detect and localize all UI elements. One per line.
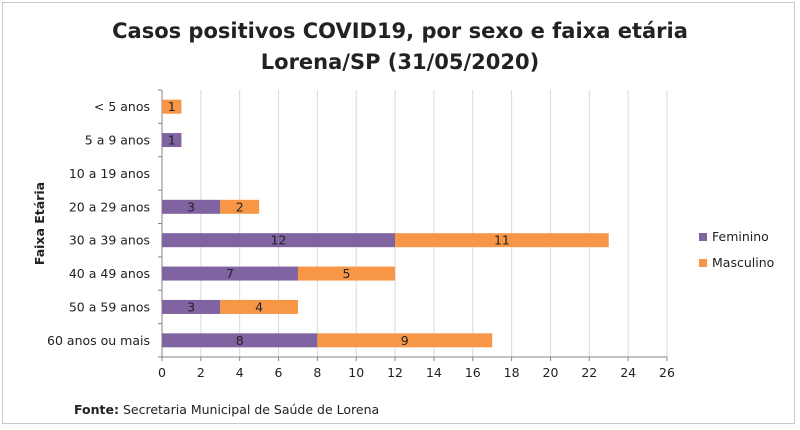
chart-subtitle: Lorena/SP (31/05/2020) xyxy=(260,50,540,74)
data-label: 11 xyxy=(494,233,510,248)
data-label: 3 xyxy=(187,199,195,214)
data-label: 12 xyxy=(271,233,287,248)
legend-label: Feminino xyxy=(712,229,769,244)
x-tick-label: 24 xyxy=(620,365,636,380)
x-tick-label: 6 xyxy=(275,365,283,380)
data-label: 9 xyxy=(401,333,409,348)
x-tick-label: 10 xyxy=(348,365,364,380)
data-label: 1 xyxy=(168,133,176,148)
y-tick-label: 5 a 9 anos xyxy=(85,133,150,148)
data-label: 7 xyxy=(226,266,234,281)
x-tick-label: 0 xyxy=(158,365,166,380)
x-tick-label: 16 xyxy=(465,365,481,380)
y-tick-label: < 5 anos xyxy=(94,99,150,114)
y-axis-title: Faixa Etária xyxy=(32,182,47,265)
bar-feminino xyxy=(162,133,182,148)
bar-masculino xyxy=(220,299,298,314)
data-label: 2 xyxy=(236,199,244,214)
bar-feminino xyxy=(162,266,298,281)
bar-masculino xyxy=(220,199,260,214)
y-tick-label: 10 a 19 anos xyxy=(69,166,150,181)
x-tick-label: 20 xyxy=(543,365,559,380)
bar-masculino xyxy=(297,266,396,281)
chart-frame xyxy=(2,2,795,424)
bar-masculino xyxy=(317,333,493,348)
chart-title: Casos positivos COVID19, por sexo e faix… xyxy=(112,19,688,43)
source-text: Secretaria Municipal de Saúde de Lorena xyxy=(122,402,380,417)
x-tick-label: 18 xyxy=(504,365,520,380)
x-tick-label: 8 xyxy=(313,365,321,380)
legend-label: Masculino xyxy=(712,255,774,270)
y-tick-label: 30 a 39 anos xyxy=(69,233,150,248)
x-tick-label: 2 xyxy=(197,365,205,380)
bar-feminino xyxy=(162,299,221,314)
data-label: 4 xyxy=(255,299,263,314)
bar-masculino xyxy=(162,99,182,114)
y-tick-label: 50 a 59 anos xyxy=(69,299,150,314)
bar-feminino xyxy=(162,333,318,348)
x-tick-label: 22 xyxy=(581,365,597,380)
bar-masculino xyxy=(395,233,609,248)
x-tick-label: 4 xyxy=(236,365,244,380)
bar-feminino xyxy=(162,199,221,214)
data-label: 5 xyxy=(343,266,351,281)
data-label: 3 xyxy=(187,299,195,314)
y-tick-label: 20 a 29 anos xyxy=(69,199,150,214)
legend-swatch xyxy=(699,233,707,241)
data-label: 1 xyxy=(168,99,176,114)
source-label: Fonte: xyxy=(74,402,119,417)
y-tick-label: 40 a 49 anos xyxy=(69,266,150,281)
source-note: Fonte: Secretaria Municipal de Saúde de … xyxy=(74,402,379,417)
y-tick-label: 60 anos ou mais xyxy=(47,333,150,348)
x-tick-label: 14 xyxy=(426,365,442,380)
x-tick-label: 26 xyxy=(659,365,675,380)
data-label: 8 xyxy=(236,333,244,348)
legend-swatch xyxy=(699,259,707,267)
bar-feminino xyxy=(162,233,396,248)
x-tick-label: 12 xyxy=(387,365,403,380)
